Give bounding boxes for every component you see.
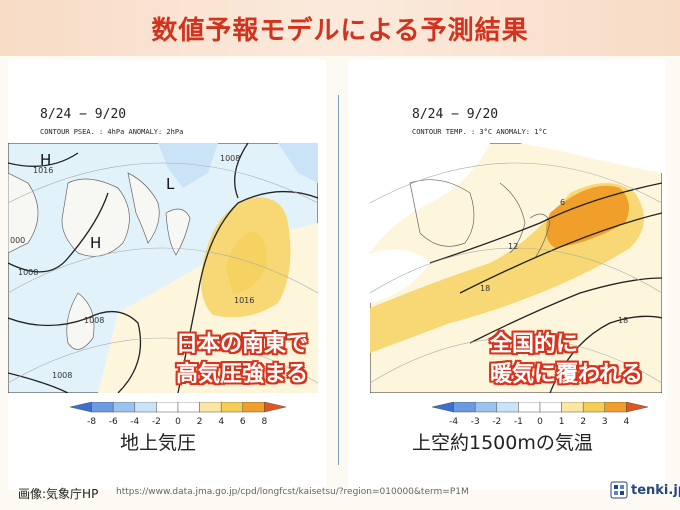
left-period: 8/24 − 9/20 — [40, 107, 127, 122]
right-callout-line1: 全国的に — [490, 332, 579, 357]
colorbar-segment — [604, 402, 627, 413]
colorbar-segment — [582, 402, 606, 413]
colorbar-tick-label: -4 — [130, 417, 139, 427]
right-callout-line2: 暖気に覆われる — [490, 362, 643, 387]
colorbar-tick-label: 6 — [240, 417, 246, 427]
colorbar-segment — [69, 402, 92, 413]
colorbar-segment — [134, 402, 157, 413]
panel-divider — [338, 95, 339, 465]
left-callout-line1: 日本の南東で — [176, 332, 309, 357]
colorbar-tick-label: -8 — [87, 417, 96, 427]
right-callout: 全国的に 暖気に覆われる — [490, 330, 643, 390]
tenki-logo-icon — [610, 481, 628, 499]
high-pressure-marker: H — [40, 151, 51, 169]
contour-label: 1016 — [33, 166, 53, 175]
colorbar-segment — [264, 402, 287, 413]
right-contour-info: CONTOUR TEMP. : 3°C ANOMALY: 1°C — [412, 128, 547, 136]
left-callout-line2: 高気圧強まる — [176, 362, 309, 387]
image-credit: 画像:気象庁HP — [18, 487, 99, 501]
colorbar-tick-label: 0 — [175, 417, 181, 427]
contour-label: 1008 — [18, 268, 38, 277]
colorbar-segment — [518, 402, 541, 413]
contour-label: 12 — [508, 242, 518, 251]
colorbar-segment — [91, 402, 114, 413]
colorbar-tick-label: 1 — [559, 417, 565, 427]
page-title: 数値予報モデルによる予測結果 — [151, 15, 529, 46]
colorbar-tick-label: 2 — [580, 417, 586, 427]
colorbar-tick-label: -2 — [492, 417, 501, 427]
colorbar-segment — [496, 402, 519, 413]
colorbar-segment — [156, 402, 179, 413]
contour-label: 1016 — [234, 296, 254, 305]
contour-label: 18 — [480, 284, 490, 293]
colorbar-segment — [453, 402, 476, 413]
colorbar-tick-label: 4 — [624, 417, 630, 427]
temperature-colorbar: -4 -3 -2 -1 0 1 2 3 4 — [431, 402, 649, 427]
colorbar-tick-label: -4 — [449, 417, 458, 427]
colorbar-segment — [177, 402, 200, 413]
source-url[interactable]: https://www.data.jma.go.jp/cpd/longfcst/… — [116, 487, 469, 497]
colorbar-segment — [242, 402, 265, 413]
colorbar-segment — [112, 402, 136, 413]
colorbar-tick-label: 2 — [197, 417, 203, 427]
colorbar-segment — [474, 402, 498, 413]
colorbar-tick-label: 3 — [602, 417, 608, 427]
pressure-colorbar: -8 -6 -4 -2 0 2 4 6 8 — [69, 402, 287, 427]
contour-label: 1008 — [84, 316, 104, 325]
colorbar-segment — [626, 402, 649, 413]
contour-label: 000 — [10, 236, 25, 245]
colorbar-tick-label: 4 — [218, 417, 224, 427]
colorbar-segment — [199, 402, 222, 413]
tenki-logo[interactable]: tenki.jp — [610, 481, 680, 499]
temperature-anomaly-map: 12 18 18 6 — [370, 143, 662, 393]
contour-label: 1008 — [52, 371, 72, 380]
title-banner: 数値予報モデルによる予測結果 — [0, 0, 680, 56]
contour-label: 1008 — [220, 154, 240, 163]
pressure-anomaly-map: H H L 1016 1008 1008 1008 1008 1016 000 — [8, 143, 318, 393]
left-contour-info: CONTOUR PSEA. : 4hPa ANOMALY: 2hPa — [40, 128, 184, 136]
left-callout: 日本の南東で 高気圧強まる — [176, 330, 308, 390]
colorbar-tick-label: -6 — [109, 417, 118, 427]
colorbar-segment — [220, 402, 244, 413]
high-pressure-marker: H — [90, 234, 101, 252]
colorbar-tick-label: 0 — [537, 417, 543, 427]
right-period: 8/24 − 9/20 — [412, 107, 499, 122]
colorbar-segment — [539, 402, 562, 413]
contour-label: 18 — [618, 316, 628, 325]
tenki-logo-text: tenki.jp — [631, 482, 680, 498]
colorbar-tick-label: -2 — [152, 417, 161, 427]
colorbar-segment — [431, 402, 454, 413]
low-pressure-marker: L — [166, 175, 175, 193]
contour-label: 6 — [560, 198, 565, 207]
colorbar-tick-label: -1 — [514, 417, 523, 427]
left-variable-label: 地上気圧 — [120, 432, 197, 454]
colorbar-tick-label: -3 — [471, 417, 480, 427]
colorbar-tick-label: 8 — [262, 417, 268, 427]
right-variable-label: 上空約1500mの気温 — [412, 432, 593, 454]
colorbar-segment — [561, 402, 584, 413]
